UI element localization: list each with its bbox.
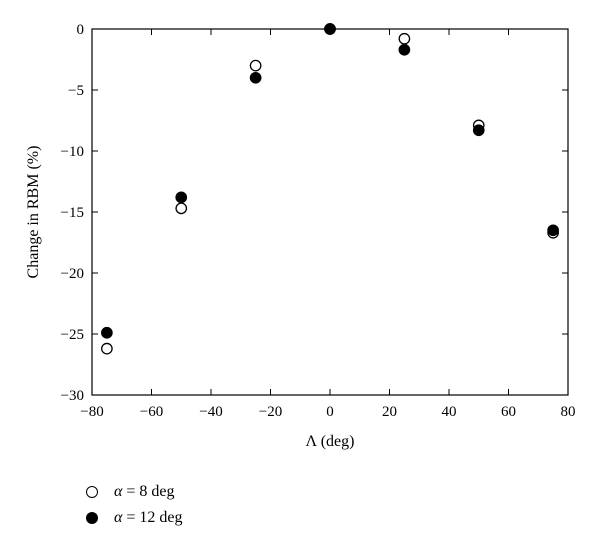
point-alpha-8 (175, 202, 188, 215)
y-tick-label: −30 (61, 388, 84, 404)
legend-label-symbol: α (114, 509, 123, 526)
data-points (101, 23, 559, 355)
legend-label-value: = 8 deg (122, 483, 175, 500)
point-alpha-12 (249, 71, 262, 84)
y-axis-label: Change in RBM (%) (25, 146, 42, 279)
point-alpha-8 (101, 342, 113, 355)
legend-item-alpha-8: α = 8 deg (86, 480, 183, 504)
legend-label-value: = 12 deg (122, 509, 183, 526)
y-tick-label: −25 (61, 327, 84, 343)
x-tick-label: −40 (199, 404, 222, 420)
x-tick-label: −80 (80, 404, 103, 420)
y-tick-label: −20 (61, 266, 84, 282)
x-tick-label: 40 (442, 404, 457, 420)
y-tick-label: −5 (68, 83, 84, 99)
x-axis-ticks: −80 −60 −40 −20 0 20 40 60 80 (80, 29, 576, 420)
x-tick-label: 80 (561, 404, 576, 420)
x-tick-label: −20 (259, 404, 282, 420)
y-tick-label: −15 (61, 205, 84, 221)
point-alpha-12 (472, 124, 485, 137)
point-alpha-12 (175, 191, 188, 204)
legend-label-symbol: α (114, 483, 123, 500)
y-tick-label: −10 (61, 144, 84, 160)
point-alpha-12 (324, 23, 336, 35)
point-alpha-8 (398, 32, 411, 45)
x-tick-label: 60 (501, 404, 516, 420)
filled-circle-marker-icon (86, 512, 98, 524)
x-tick-label: −60 (140, 404, 163, 420)
x-tick-label: 20 (382, 404, 397, 420)
point-alpha-12 (101, 326, 113, 339)
legend-label: α = 12 deg (114, 509, 183, 527)
open-circle-marker-icon (86, 486, 98, 498)
plot-area-frame (91, 28, 569, 396)
scatter-chart: −80 −60 −40 −20 0 20 40 60 80 0 −5 −10 −15 −20 −25 −30… (25, 22, 576, 450)
point-alpha-12 (547, 224, 559, 237)
x-tick-label: 0 (326, 404, 334, 420)
legend-label: α = 8 deg (114, 483, 175, 501)
x-axis-label: Λ (deg) (306, 433, 355, 450)
y-tick-label: 0 (77, 22, 85, 38)
legend: α = 8 deg α = 12 deg (86, 480, 183, 532)
y-axis-ticks: 0 −5 −10 −15 −20 −25 −30 (61, 22, 568, 404)
point-alpha-12 (398, 43, 411, 56)
point-alpha-8 (249, 59, 262, 72)
legend-item-alpha-12: α = 12 deg (86, 506, 183, 530)
